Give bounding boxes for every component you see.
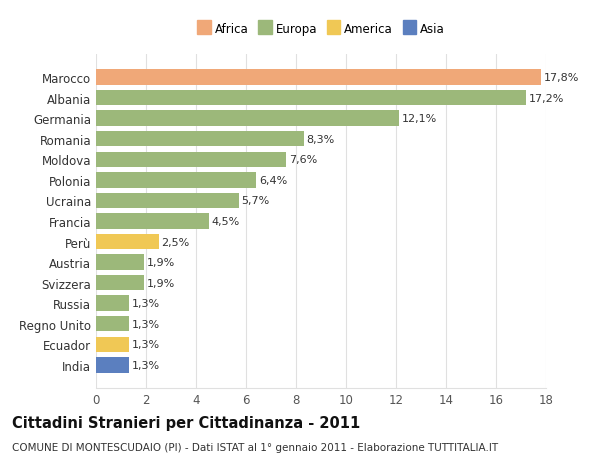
Text: 1,3%: 1,3%	[131, 360, 160, 370]
Text: 6,4%: 6,4%	[259, 175, 287, 185]
Text: Cittadini Stranieri per Cittadinanza - 2011: Cittadini Stranieri per Cittadinanza - 2…	[12, 415, 360, 431]
Text: 12,1%: 12,1%	[401, 114, 437, 124]
Text: 17,2%: 17,2%	[529, 94, 565, 103]
Text: 7,6%: 7,6%	[289, 155, 317, 165]
Bar	[96, 152, 286, 168]
Text: 2,5%: 2,5%	[161, 237, 190, 247]
Bar	[96, 214, 209, 229]
Bar	[96, 111, 398, 127]
Bar	[96, 70, 541, 85]
Bar	[96, 316, 128, 332]
Legend: Africa, Europa, America, Asia: Africa, Europa, America, Asia	[194, 21, 448, 39]
Bar	[96, 255, 143, 270]
Text: 1,3%: 1,3%	[131, 319, 160, 329]
Text: 1,3%: 1,3%	[131, 298, 160, 308]
Bar	[96, 132, 304, 147]
Text: 4,5%: 4,5%	[212, 217, 240, 226]
Text: 1,9%: 1,9%	[146, 257, 175, 268]
Text: 1,3%: 1,3%	[131, 340, 160, 349]
Text: 8,3%: 8,3%	[307, 134, 335, 145]
Bar	[96, 91, 526, 106]
Text: 5,7%: 5,7%	[241, 196, 270, 206]
Text: 17,8%: 17,8%	[544, 73, 580, 83]
Bar	[96, 275, 143, 291]
Bar	[96, 358, 128, 373]
Text: COMUNE DI MONTESCUDAIO (PI) - Dati ISTAT al 1° gennaio 2011 - Elaborazione TUTTI: COMUNE DI MONTESCUDAIO (PI) - Dati ISTAT…	[12, 442, 498, 452]
Bar	[96, 193, 239, 209]
Bar	[96, 234, 158, 250]
Bar	[96, 337, 128, 352]
Bar	[96, 296, 128, 311]
Text: 1,9%: 1,9%	[146, 278, 175, 288]
Bar	[96, 173, 256, 188]
